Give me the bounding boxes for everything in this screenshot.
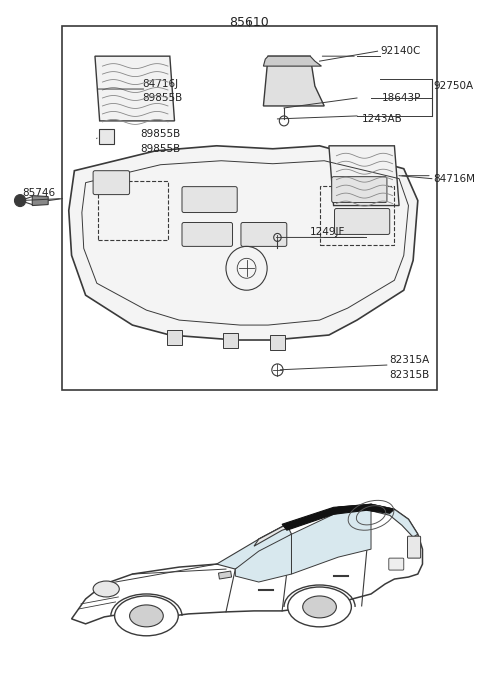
Text: 92140C: 92140C [380,47,421,56]
Ellipse shape [303,596,336,618]
FancyBboxPatch shape [335,209,390,235]
Text: 89855B: 89855B [140,129,180,139]
FancyBboxPatch shape [241,222,287,246]
Polygon shape [264,56,322,66]
Bar [270,335,285,350]
Text: 85746: 85746 [22,187,55,198]
Polygon shape [264,56,324,106]
Polygon shape [32,196,48,206]
Text: 1249JF: 1249JF [310,228,346,237]
Text: 82315A: 82315A [390,355,430,365]
Text: 1243AB: 1243AB [361,114,402,124]
Ellipse shape [288,587,351,627]
Polygon shape [218,571,231,579]
Bar [167,330,182,345]
Polygon shape [282,504,395,530]
Text: 92750A: 92750A [434,81,474,91]
Bar [98,181,168,240]
Ellipse shape [130,605,163,627]
Text: 84716M: 84716M [434,174,476,184]
Ellipse shape [115,596,178,636]
Text: 82315B: 82315B [390,370,430,380]
Polygon shape [291,506,371,574]
Polygon shape [216,524,291,569]
Text: 89855B: 89855B [140,144,180,154]
Polygon shape [72,504,422,624]
FancyBboxPatch shape [389,558,404,570]
Polygon shape [254,504,395,546]
Text: 18643P: 18643P [382,93,421,103]
Ellipse shape [93,581,120,597]
FancyBboxPatch shape [182,187,237,213]
FancyBboxPatch shape [332,176,387,202]
Polygon shape [235,534,291,582]
Polygon shape [329,146,399,206]
FancyBboxPatch shape [408,536,420,558]
Polygon shape [99,129,114,144]
Text: 89855B: 89855B [142,93,182,103]
Polygon shape [369,504,418,537]
Text: 84716J: 84716J [142,79,178,89]
Bar [223,333,238,348]
FancyBboxPatch shape [93,171,130,195]
Bar [62,26,436,390]
Bar [320,185,395,246]
Text: 85610: 85610 [229,16,269,29]
Polygon shape [95,56,175,121]
Circle shape [14,195,26,207]
FancyBboxPatch shape [182,222,232,246]
Polygon shape [69,146,418,340]
